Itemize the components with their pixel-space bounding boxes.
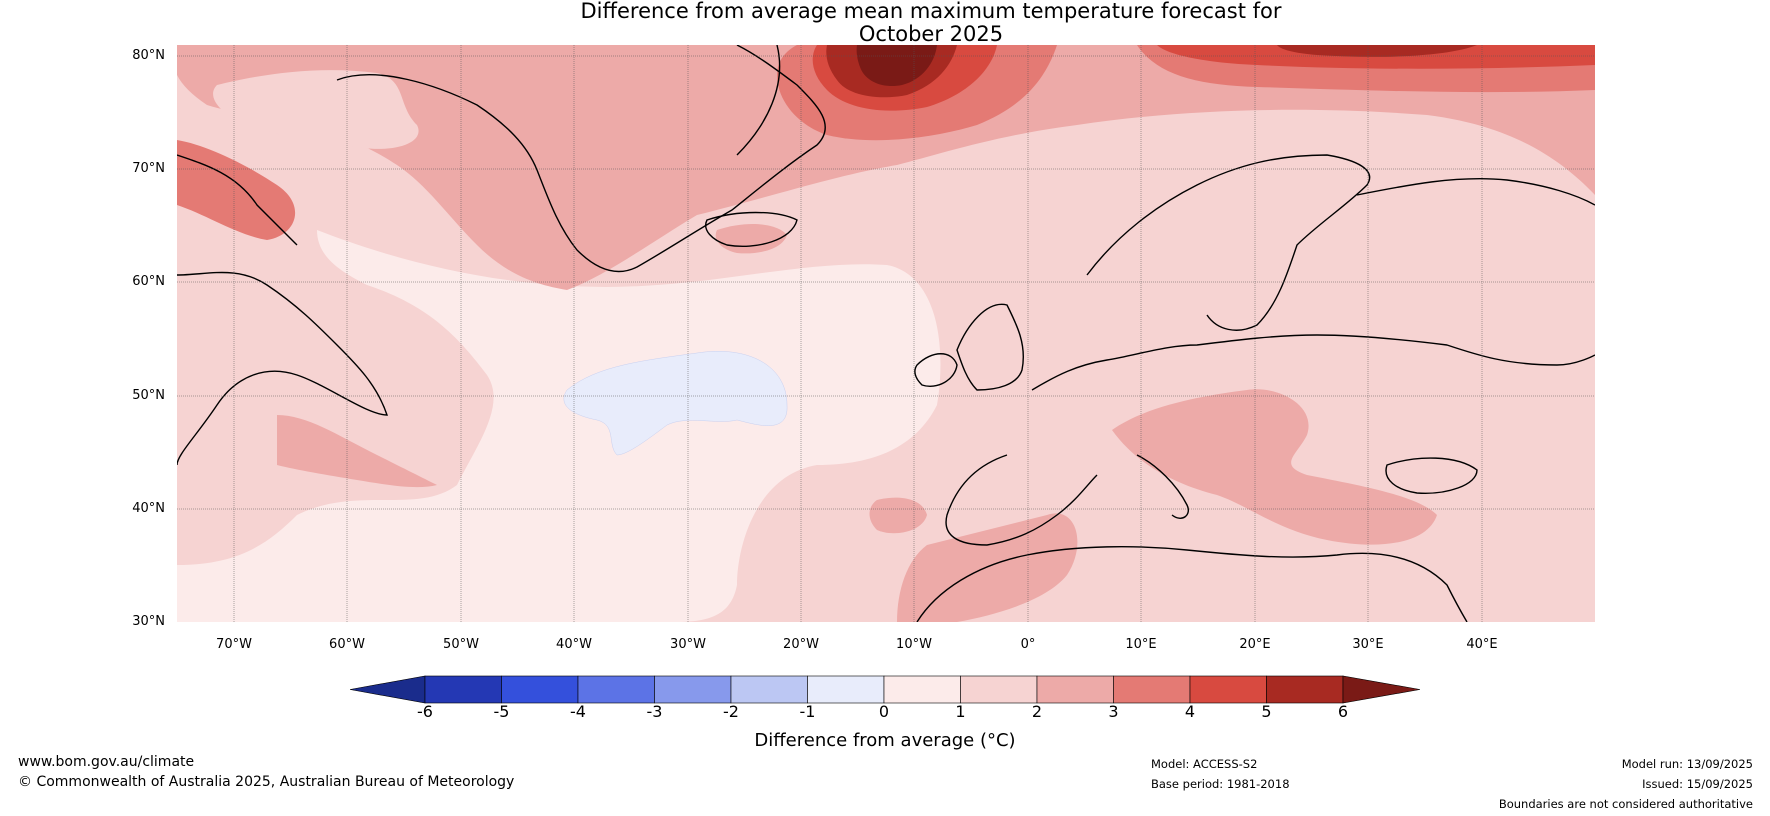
lon-label-60w: 60°W [329, 637, 365, 652]
lon-label-30w: 30°W [670, 637, 706, 652]
greenland-coast [336, 45, 826, 273]
colorbar-cell [1189, 675, 1267, 704]
anomaly-2-3-arctic [177, 45, 1595, 290]
anomaly-below-0 [563, 351, 788, 456]
model-run-text: Model run: 13/09/2025 [1621, 757, 1753, 771]
lon-label-30e: 30°E [1352, 637, 1384, 652]
uk-coast [956, 303, 1024, 391]
colorbar-tick-label: -2 [723, 702, 739, 721]
colorbar-tick-label: 5 [1261, 702, 1272, 721]
colorbar-tick-label: -3 [646, 702, 663, 721]
map-svg [177, 45, 1595, 622]
scandinavia-coast [1086, 154, 1371, 331]
lon-label-70w: 70°W [216, 637, 252, 652]
lat-label-30: 30°N [132, 614, 165, 629]
lon-label-10e: 10°E [1125, 637, 1157, 652]
colorbar-tick-label: 2 [1031, 702, 1043, 721]
lat-label-70: 70°N [132, 161, 165, 176]
colorbar-tick-label: 6 [1337, 702, 1349, 721]
anomaly-2-3-labrador [277, 415, 437, 488]
lat-label-60: 60°N [132, 274, 165, 289]
colorbar-cell [654, 675, 732, 704]
colorbar-cell [1266, 675, 1344, 704]
lat-label-50: 50°N [132, 388, 165, 403]
anomaly-3-4-baffin [177, 140, 296, 240]
colorbar-extension-above [1342, 675, 1420, 704]
colorbar-tick-label: -5 [493, 702, 510, 721]
anomaly-2-3-iberia [869, 497, 927, 534]
lon-label-0: 0° [1020, 637, 1036, 652]
italy-coast [1136, 454, 1189, 519]
colorbar-extension-below [350, 675, 426, 704]
colorbar-tick-label: 0 [878, 702, 890, 721]
colorbar-cell [577, 675, 655, 704]
model-text: Model: ACCESS-S2 [1151, 757, 1258, 771]
north-africa-coast [916, 546, 1468, 622]
colorbar-tick-label: -4 [570, 702, 586, 721]
black-sea-coast [1385, 457, 1478, 494]
colorbar-cell [501, 675, 579, 704]
colorbar-tick-label: 1 [955, 702, 966, 721]
anomaly-0-1-atlantic [177, 230, 941, 622]
base-period-text: Base period: 1981-2018 [1151, 777, 1290, 791]
anomaly-2-3-europe [1112, 389, 1437, 545]
lon-label-40e: 40°E [1466, 637, 1498, 652]
colorbar-tick-label: -6 [417, 702, 433, 721]
colorbar-cell [730, 675, 808, 704]
copyright-text: © Commonwealth of Australia 2025, Austra… [18, 774, 515, 790]
europe-coast [1031, 334, 1595, 391]
title-line-1: Difference from average mean maximum tem… [580, 0, 1282, 23]
baffin-coast [177, 154, 298, 246]
forecast-map [177, 45, 1595, 622]
russia-arctic-coast [1356, 178, 1595, 206]
coastlines [177, 45, 1595, 622]
ireland-coast [914, 353, 958, 387]
colorbar-cell [807, 675, 885, 704]
website-text: www.bom.gov.au/climate [18, 754, 195, 770]
disclaimer-text: Boundaries are not considered authoritat… [1498, 797, 1753, 811]
lon-label-20w: 20°W [783, 637, 819, 652]
lon-label-10w: 10°W [896, 637, 932, 652]
issued-text: Issued: 15/09/2025 [1642, 777, 1753, 791]
colorbar-cells [350, 675, 1420, 704]
colorbar-tick-label: 4 [1184, 702, 1196, 721]
anomaly-above-6-greenland-sea [856, 45, 937, 87]
lon-label-20e: 20°E [1239, 637, 1271, 652]
iberia-coast [945, 454, 1098, 546]
lat-label-80: 80°N [132, 48, 165, 63]
colorbar-cell [1036, 675, 1114, 704]
lat-label-40: 40°N [132, 501, 165, 516]
colorbar [350, 675, 1420, 704]
colorbar-cell [883, 675, 961, 704]
colorbar-tick-label: 3 [1108, 702, 1119, 721]
anomaly-4-5-barents [1157, 45, 1595, 69]
colorbar-cell [424, 675, 502, 704]
anomaly-5-6-barents [1277, 45, 1477, 57]
lon-label-50w: 50°W [443, 637, 479, 652]
lon-label-40w: 40°W [556, 637, 592, 652]
anomaly-2-3-north-africa [897, 513, 1078, 622]
title-line-2: October 2025 [858, 22, 1004, 46]
colorbar-cell [960, 675, 1038, 704]
iceland-coast [705, 211, 798, 247]
map-title: Difference from average mean maximum tem… [0, 0, 1770, 46]
labrador-coast [177, 271, 388, 466]
graticule [177, 45, 1595, 622]
anomaly-1-2-arctic-gap [213, 70, 419, 149]
colorbar-cell [1113, 675, 1191, 704]
greenland-east [736, 45, 781, 156]
colorbar-tick-label: -1 [799, 702, 816, 721]
colorbar-label: Difference from average (°C) [754, 730, 1016, 751]
